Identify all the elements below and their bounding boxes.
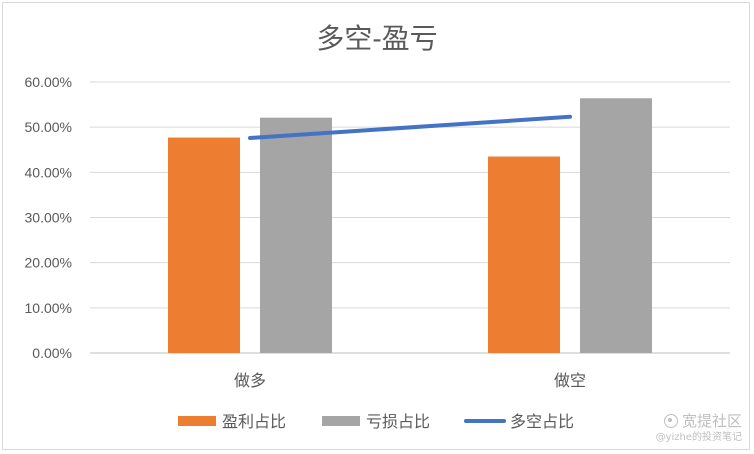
x-category-label: 做多 bbox=[234, 372, 266, 390]
legend-label: 亏损占比 bbox=[366, 413, 430, 431]
legend-swatch bbox=[322, 416, 360, 426]
bar-profit bbox=[168, 137, 240, 353]
line-long-short-ratio bbox=[248, 114, 572, 141]
bar-loss bbox=[260, 117, 332, 353]
bar-loss bbox=[580, 98, 652, 353]
legend: 盈利占比 亏损占比 多空占比 bbox=[178, 413, 574, 431]
y-axis-ticks: 0.00% 10.00% 20.00% 30.00% 40.00% 50.00% 60.00… bbox=[25, 74, 72, 361]
legend-swatch bbox=[178, 416, 216, 426]
bars bbox=[168, 98, 652, 353]
y-tick-label: 40.00% bbox=[25, 164, 72, 180]
watermark: 宽提社区 @yizhe的投资笔记 bbox=[622, 412, 742, 444]
y-tick-label: 0.00% bbox=[32, 345, 72, 361]
y-tick-label: 60.00% bbox=[25, 74, 72, 90]
y-tick-label: 30.00% bbox=[25, 210, 72, 226]
y-tick-label: 10.00% bbox=[25, 300, 72, 316]
bar-profit bbox=[488, 156, 560, 353]
watermark-main-text: 宽提社区 bbox=[681, 412, 742, 430]
x-axis-categories: 做多 做空 bbox=[234, 372, 586, 390]
watermark-sub-text: @yizhe的投资笔记 bbox=[655, 432, 742, 443]
y-tick-label: 20.00% bbox=[25, 255, 72, 271]
x-category-label: 做空 bbox=[554, 372, 586, 390]
y-tick-label: 50.00% bbox=[25, 119, 72, 135]
chart-title: 多空-盈亏 bbox=[316, 23, 437, 54]
legend-label: 多空占比 bbox=[510, 413, 574, 431]
wechat-icon bbox=[663, 414, 678, 428]
legend-label: 盈利占比 bbox=[222, 413, 286, 431]
series-line bbox=[248, 114, 572, 141]
